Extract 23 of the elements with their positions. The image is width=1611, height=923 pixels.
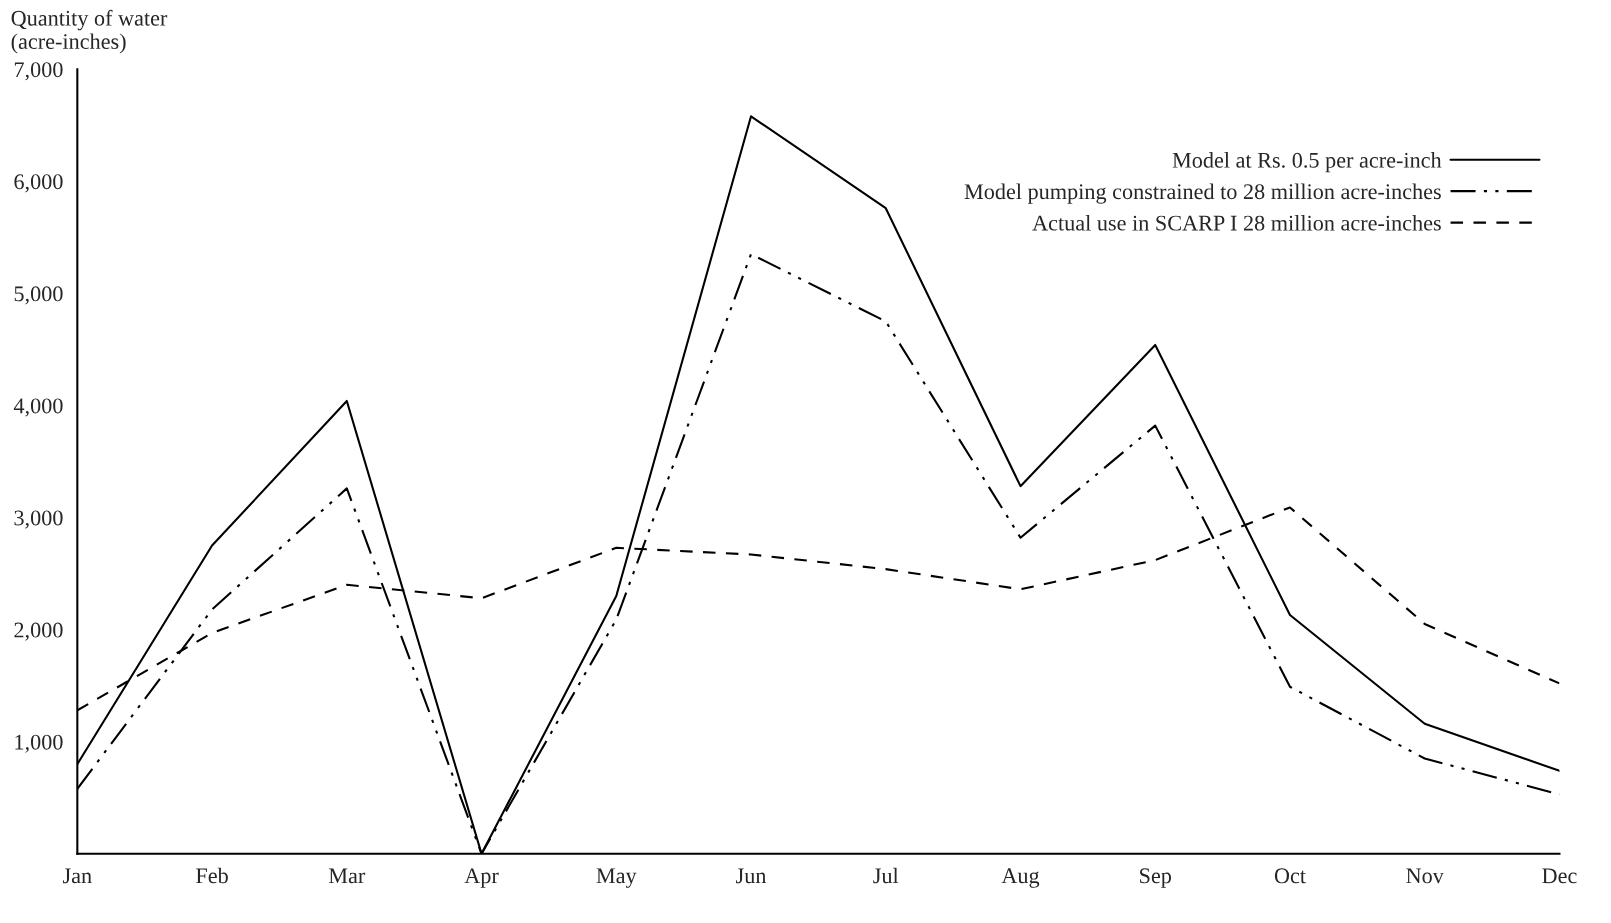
y-tick-label: 6,000	[14, 174, 63, 193]
y-axis-title: Quantity of water (acre-inches)	[11, 9, 168, 54]
x-tick-label: Apr	[464, 868, 499, 888]
legend-label: Model pumping constrained to 28 million acre-inches	[964, 183, 1441, 204]
x-tick-label: May	[596, 868, 637, 888]
x-tick-label: Jun	[736, 868, 767, 884]
y-tick-label: 5,000	[14, 286, 63, 305]
x-tick-label: Jan	[62, 868, 92, 884]
y-tick-label: 1,000	[15, 734, 63, 753]
x-tick-label: Dec	[1542, 868, 1577, 884]
y-tick-label: 2,000	[14, 622, 63, 641]
y-tick-label: 7,000	[14, 62, 63, 81]
y-tick-label: 4,000	[13, 398, 63, 417]
x-tick-label: Jul	[873, 867, 899, 884]
y-tick-label: 3,000	[14, 510, 63, 529]
x-tick-label: Nov	[1406, 868, 1444, 884]
x-tick-label: Aug	[1001, 868, 1040, 888]
x-tick-label: Mar	[328, 868, 366, 884]
x-tick-label: Feb	[196, 867, 228, 884]
legend-label: Actual use in SCARP I 28 million acre-inches	[1032, 214, 1441, 231]
legend-label: Model at Rs. 0.5 per acre-inch	[1172, 152, 1442, 173]
x-tick-label: Oct	[1274, 868, 1306, 884]
x-tick-label: Sep	[1140, 868, 1172, 888]
